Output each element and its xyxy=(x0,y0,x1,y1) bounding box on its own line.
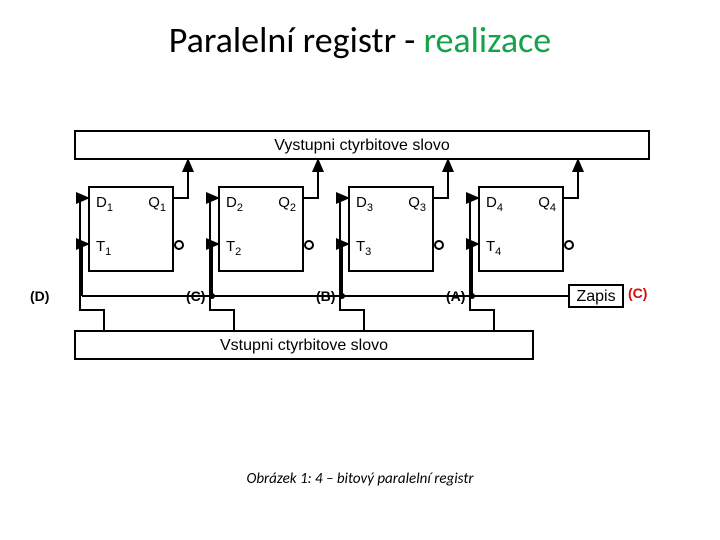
page-title: Paralelní registr - realizace xyxy=(0,18,720,62)
register-diagram: Vystupni ctyrbitove slovo D1 Q1 T1 D2 Q2… xyxy=(74,130,650,370)
ext-label-a: (A) xyxy=(446,288,465,304)
title-plain: Paralelní registr - xyxy=(169,18,424,62)
figure-caption: Obrázek 1: 4 – bitový paralelní registr xyxy=(0,470,720,488)
ext-label-c-right: (C) xyxy=(628,285,647,301)
ext-label-c1: (C) xyxy=(186,288,205,304)
title-accent: realizace xyxy=(423,18,551,62)
wires xyxy=(74,130,650,370)
ext-label-b: (B) xyxy=(316,288,335,304)
ext-label-d: (D) xyxy=(30,288,49,304)
